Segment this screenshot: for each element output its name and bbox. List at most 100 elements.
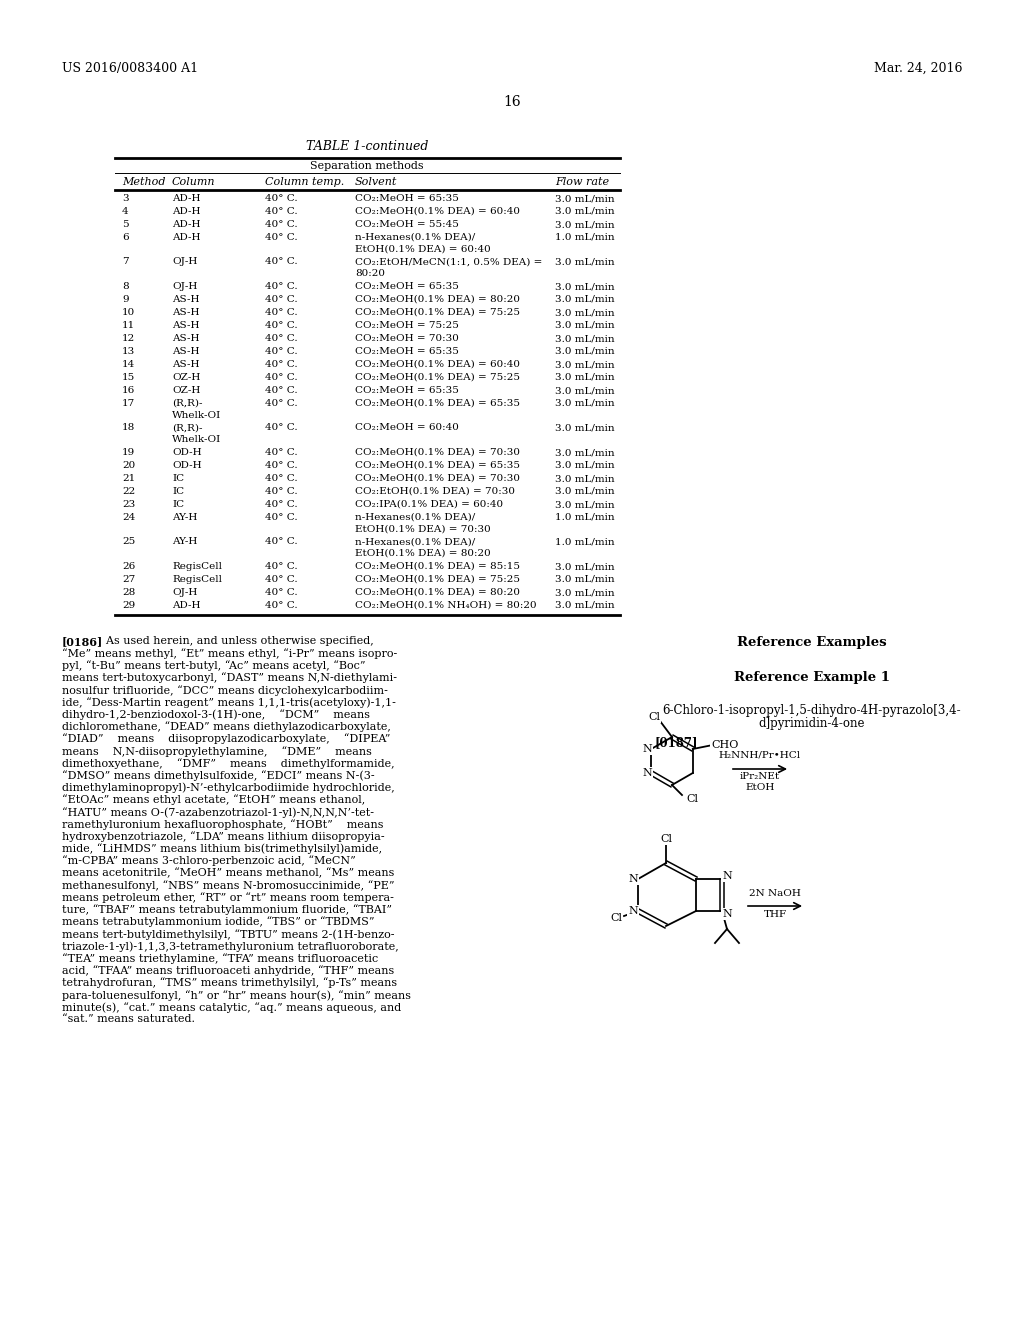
Text: N: N [642, 744, 652, 754]
Text: 40° C.: 40° C. [265, 207, 298, 216]
Text: 40° C.: 40° C. [265, 513, 298, 521]
Text: RegisCell: RegisCell [172, 562, 222, 572]
Text: OD-H: OD-H [172, 447, 202, 457]
Text: 6: 6 [122, 234, 129, 242]
Text: OD-H: OD-H [172, 461, 202, 470]
Text: tetrahydrofuran, “TMS” means trimethylsilyl, “p-Ts” means: tetrahydrofuran, “TMS” means trimethylsi… [62, 978, 397, 989]
Text: 40° C.: 40° C. [265, 347, 298, 356]
Text: Separation methods: Separation methods [310, 161, 424, 172]
Text: 40° C.: 40° C. [265, 424, 298, 433]
Text: means tert-butoxycarbonyl, “DAST” means N,N-diethylami-: means tert-butoxycarbonyl, “DAST” means … [62, 673, 397, 684]
Text: EtOH(0.1% DEA) = 80:20: EtOH(0.1% DEA) = 80:20 [355, 549, 490, 558]
Text: CO₂:MeOH(0.1% DEA) = 65:35: CO₂:MeOH(0.1% DEA) = 65:35 [355, 399, 520, 408]
Text: “DIAD”    means    diisopropylazodicarboxylate,    “DIPEA”: “DIAD” means diisopropylazodicarboxylate… [62, 734, 390, 744]
Text: 23: 23 [122, 500, 135, 510]
Text: AD-H: AD-H [172, 194, 201, 203]
Text: N: N [628, 874, 638, 884]
Text: 40° C.: 40° C. [265, 537, 298, 546]
Text: dihydro-1,2-benziodoxol-3-(1H)-one,    “DCM”    means: dihydro-1,2-benziodoxol-3-(1H)-one, “DCM… [62, 709, 370, 719]
Text: 27: 27 [122, 576, 135, 583]
Text: EtOH: EtOH [745, 783, 775, 792]
Text: CO₂:IPA(0.1% DEA) = 60:40: CO₂:IPA(0.1% DEA) = 60:40 [355, 500, 503, 510]
Text: 80:20: 80:20 [355, 269, 385, 279]
Text: 40° C.: 40° C. [265, 562, 298, 572]
Text: CO₂:MeOH = 75:25: CO₂:MeOH = 75:25 [355, 321, 459, 330]
Text: IC: IC [172, 474, 184, 483]
Text: 40° C.: 40° C. [265, 587, 298, 597]
Text: AY-H: AY-H [172, 537, 198, 546]
Text: 3.0 mL/min: 3.0 mL/min [555, 282, 614, 290]
Text: dimethoxyethane,    “DMF”    means    dimethylformamide,: dimethoxyethane, “DMF” means dimethylfor… [62, 758, 394, 768]
Text: pyl, “t-Bu” means tert-butyl, “Ac” means acetyl, “Boc”: pyl, “t-Bu” means tert-butyl, “Ac” means… [62, 660, 366, 671]
Text: 24: 24 [122, 513, 135, 521]
Text: CO₂:MeOH(0.1% DEA) = 75:25: CO₂:MeOH(0.1% DEA) = 75:25 [355, 576, 520, 583]
Text: “m-CPBA” means 3-chloro-perbenzoic acid, “MeCN”: “m-CPBA” means 3-chloro-perbenzoic acid,… [62, 855, 355, 866]
Text: 8: 8 [122, 282, 129, 290]
Text: CO₂:MeOH = 65:35: CO₂:MeOH = 65:35 [355, 347, 459, 356]
Text: THF: THF [764, 909, 786, 919]
Text: AD-H: AD-H [172, 207, 201, 216]
Text: 3: 3 [122, 194, 129, 203]
Text: means tert-butyldimethylsilyl, “TBTU” means 2-(1H-benzo-: means tert-butyldimethylsilyl, “TBTU” me… [62, 929, 394, 940]
Text: 3.0 mL/min: 3.0 mL/min [555, 424, 614, 433]
Text: CO₂:MeOH = 55:45: CO₂:MeOH = 55:45 [355, 220, 459, 228]
Text: 40° C.: 40° C. [265, 360, 298, 370]
Text: CO₂:EtOH(0.1% DEA) = 70:30: CO₂:EtOH(0.1% DEA) = 70:30 [355, 487, 515, 496]
Text: 18: 18 [122, 424, 135, 433]
Text: 20: 20 [122, 461, 135, 470]
Text: methanesulfonyl, “NBS” means N-bromosuccinimide, “PE”: methanesulfonyl, “NBS” means N-bromosucc… [62, 880, 394, 891]
Text: 14: 14 [122, 360, 135, 370]
Text: 40° C.: 40° C. [265, 601, 298, 610]
Text: CO₂:MeOH(0.1% DEA) = 70:30: CO₂:MeOH(0.1% DEA) = 70:30 [355, 447, 520, 457]
Text: 3.0 mL/min: 3.0 mL/min [555, 308, 614, 317]
Text: 2N NaOH: 2N NaOH [750, 888, 801, 898]
Text: 3.0 mL/min: 3.0 mL/min [555, 447, 614, 457]
Text: hydroxybenzotriazole, “LDA” means lithium diisopropyia-: hydroxybenzotriazole, “LDA” means lithiu… [62, 832, 385, 842]
Text: 40° C.: 40° C. [265, 487, 298, 496]
Text: 3.0 mL/min: 3.0 mL/min [555, 257, 614, 267]
Text: Column temp.: Column temp. [265, 177, 344, 187]
Text: acid, “TFAA” means trifluoroaceti anhydride, “THF” means: acid, “TFAA” means trifluoroaceti anhydr… [62, 965, 394, 977]
Text: CO₂:MeOH(0.1% NH₄OH) = 80:20: CO₂:MeOH(0.1% NH₄OH) = 80:20 [355, 601, 537, 610]
Text: CO₂:MeOH(0.1% DEA) = 70:30: CO₂:MeOH(0.1% DEA) = 70:30 [355, 474, 520, 483]
Text: “EtOAc” means ethyl acetate, “EtOH” means ethanol,: “EtOAc” means ethyl acetate, “EtOH” mean… [62, 795, 366, 805]
Text: 3.0 mL/min: 3.0 mL/min [555, 562, 614, 572]
Text: 1.0 mL/min: 1.0 mL/min [555, 234, 614, 242]
Text: dichloromethane, “DEAD” means diethylazodicarboxylate,: dichloromethane, “DEAD” means diethylazo… [62, 722, 391, 733]
Text: n-Hexanes(0.1% DEA)/: n-Hexanes(0.1% DEA)/ [355, 234, 475, 242]
Text: n-Hexanes(0.1% DEA)/: n-Hexanes(0.1% DEA)/ [355, 513, 475, 521]
Text: AS-H: AS-H [172, 347, 200, 356]
Text: 40° C.: 40° C. [265, 500, 298, 510]
Text: 10: 10 [122, 308, 135, 317]
Text: As used herein, and unless otherwise specified,: As used herein, and unless otherwise spe… [99, 636, 374, 645]
Text: 40° C.: 40° C. [265, 334, 298, 343]
Text: 40° C.: 40° C. [265, 576, 298, 583]
Text: dimethylaminopropyl)-N’-ethylcarbodiimide hydrochloride,: dimethylaminopropyl)-N’-ethylcarbodiimid… [62, 783, 394, 793]
Text: 40° C.: 40° C. [265, 294, 298, 304]
Text: EtOH(0.1% DEA) = 60:40: EtOH(0.1% DEA) = 60:40 [355, 244, 490, 253]
Text: 3.0 mL/min: 3.0 mL/min [555, 399, 614, 408]
Text: AS-H: AS-H [172, 294, 200, 304]
Text: CO₂:MeOH(0.1% DEA) = 80:20: CO₂:MeOH(0.1% DEA) = 80:20 [355, 587, 520, 597]
Text: 40° C.: 40° C. [265, 194, 298, 203]
Text: 3.0 mL/min: 3.0 mL/min [555, 474, 614, 483]
Text: ide, “Dess-Martin reagent” means 1,1,1-tris(acetyloxy)-1,1-: ide, “Dess-Martin reagent” means 1,1,1-t… [62, 697, 396, 708]
Text: AD-H: AD-H [172, 220, 201, 228]
Text: AD-H: AD-H [172, 234, 201, 242]
Text: 3.0 mL/min: 3.0 mL/min [555, 207, 614, 216]
Text: Solvent: Solvent [355, 177, 397, 187]
Text: 40° C.: 40° C. [265, 257, 298, 267]
Text: 16: 16 [122, 385, 135, 395]
Text: IC: IC [172, 487, 184, 496]
Text: CO₂:MeOH(0.1% DEA) = 85:15: CO₂:MeOH(0.1% DEA) = 85:15 [355, 562, 520, 572]
Text: OZ-H: OZ-H [172, 374, 201, 381]
Text: AY-H: AY-H [172, 513, 198, 521]
Text: OJ-H: OJ-H [172, 282, 198, 290]
Text: 19: 19 [122, 447, 135, 457]
Text: 40° C.: 40° C. [265, 461, 298, 470]
Text: d]pyrimidin-4-one: d]pyrimidin-4-one [759, 717, 865, 730]
Text: CHO: CHO [711, 741, 738, 750]
Text: 40° C.: 40° C. [265, 385, 298, 395]
Text: 3.0 mL/min: 3.0 mL/min [555, 461, 614, 470]
Text: AS-H: AS-H [172, 308, 200, 317]
